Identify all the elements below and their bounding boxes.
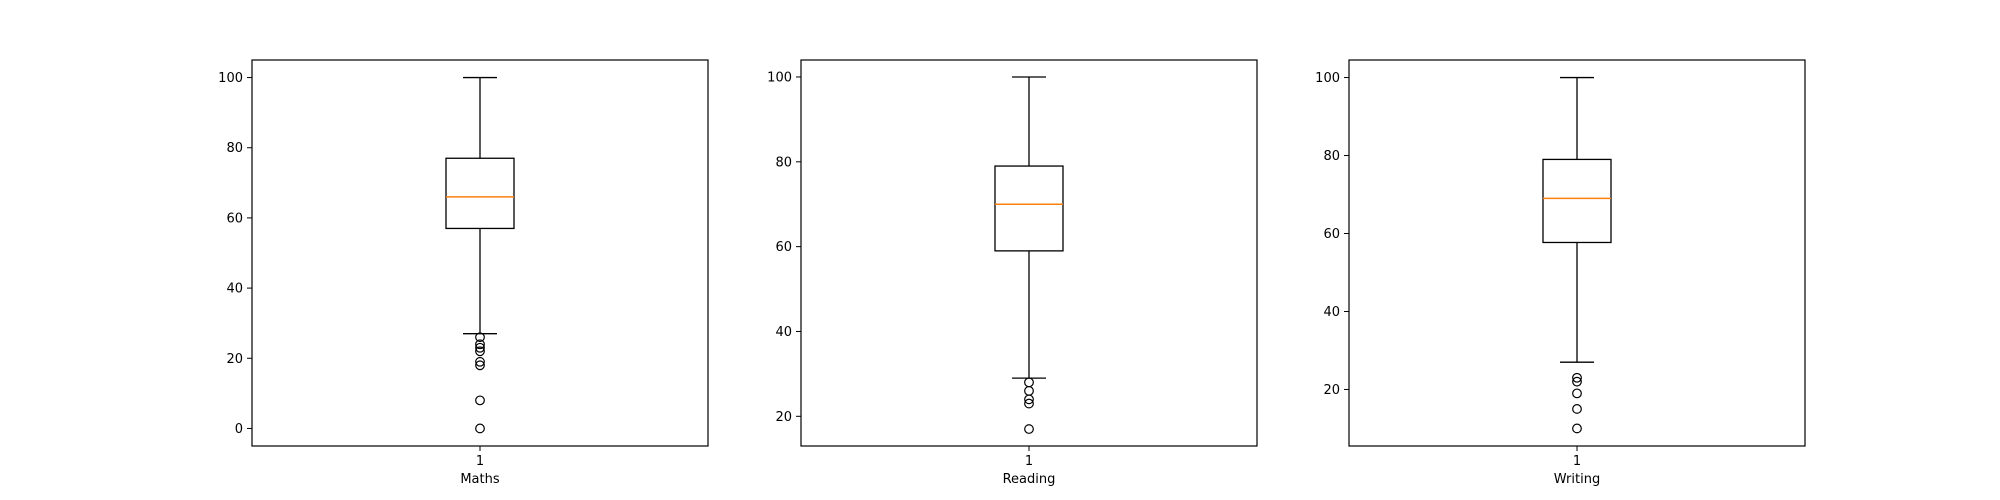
outlier-point bbox=[1572, 376, 1582, 387]
outlier-point bbox=[1572, 423, 1582, 434]
y-tick-label: 60 bbox=[775, 240, 792, 255]
x-tick-label: 1 bbox=[1025, 454, 1033, 469]
outlier-point bbox=[1024, 377, 1034, 388]
y-tick-label: 40 bbox=[775, 325, 792, 340]
y-tick-label: 40 bbox=[226, 282, 243, 297]
y-tick-label: 100 bbox=[767, 70, 792, 85]
outlier-point bbox=[475, 339, 485, 350]
y-tick-label: 60 bbox=[226, 211, 243, 226]
x-tick-label: 1 bbox=[476, 454, 484, 469]
x-tick-label: 1 bbox=[1573, 454, 1581, 469]
iqr-box bbox=[445, 157, 515, 230]
outlier-point bbox=[1024, 385, 1034, 396]
x-axis-label: Writing bbox=[1554, 472, 1600, 487]
y-tick-label: 80 bbox=[775, 155, 792, 170]
x-axis-label: Reading bbox=[1003, 472, 1056, 487]
outlier-point bbox=[475, 346, 485, 357]
outlier-point bbox=[475, 423, 485, 434]
y-tick-label: 100 bbox=[218, 71, 243, 86]
y-tick-label: 40 bbox=[1323, 305, 1340, 320]
outlier-point bbox=[475, 360, 485, 371]
plot-frame bbox=[251, 59, 709, 447]
y-tick-label: 60 bbox=[1323, 227, 1340, 242]
outlier-point bbox=[1024, 424, 1034, 434]
y-tick-label: 20 bbox=[1323, 383, 1340, 398]
outlier-point bbox=[475, 356, 485, 367]
outlier-point bbox=[1024, 394, 1034, 405]
y-tick-label: 100 bbox=[1315, 71, 1340, 86]
outlier-point bbox=[1572, 404, 1582, 414]
outlier-point bbox=[475, 342, 485, 353]
y-tick-label: 80 bbox=[1323, 149, 1340, 164]
x-axis-label: Maths bbox=[460, 472, 500, 487]
writing-boxplot-panel: 20 40 60 80 100 1 Writing bbox=[1315, 59, 1806, 487]
y-tick-label: 0 bbox=[235, 422, 243, 437]
maths-boxplot-panel: 0 20 40 60 80 100 1 Maths bbox=[218, 59, 709, 487]
outlier-point bbox=[1572, 388, 1582, 399]
plot-frame bbox=[1348, 59, 1806, 447]
iqr-box bbox=[1542, 158, 1612, 244]
outlier-point bbox=[475, 332, 485, 343]
outlier-point bbox=[475, 395, 485, 406]
y-tick-label: 20 bbox=[226, 352, 243, 367]
outlier-point bbox=[1024, 398, 1034, 409]
y-tick-label: 80 bbox=[226, 141, 243, 156]
outlier-point bbox=[1572, 372, 1582, 383]
y-tick-label: 20 bbox=[775, 410, 792, 425]
iqr-box bbox=[994, 165, 1064, 252]
plot-frame bbox=[800, 59, 1258, 447]
reading-boxplot-panel: 20 40 60 80 100 1 Reading bbox=[767, 59, 1258, 487]
